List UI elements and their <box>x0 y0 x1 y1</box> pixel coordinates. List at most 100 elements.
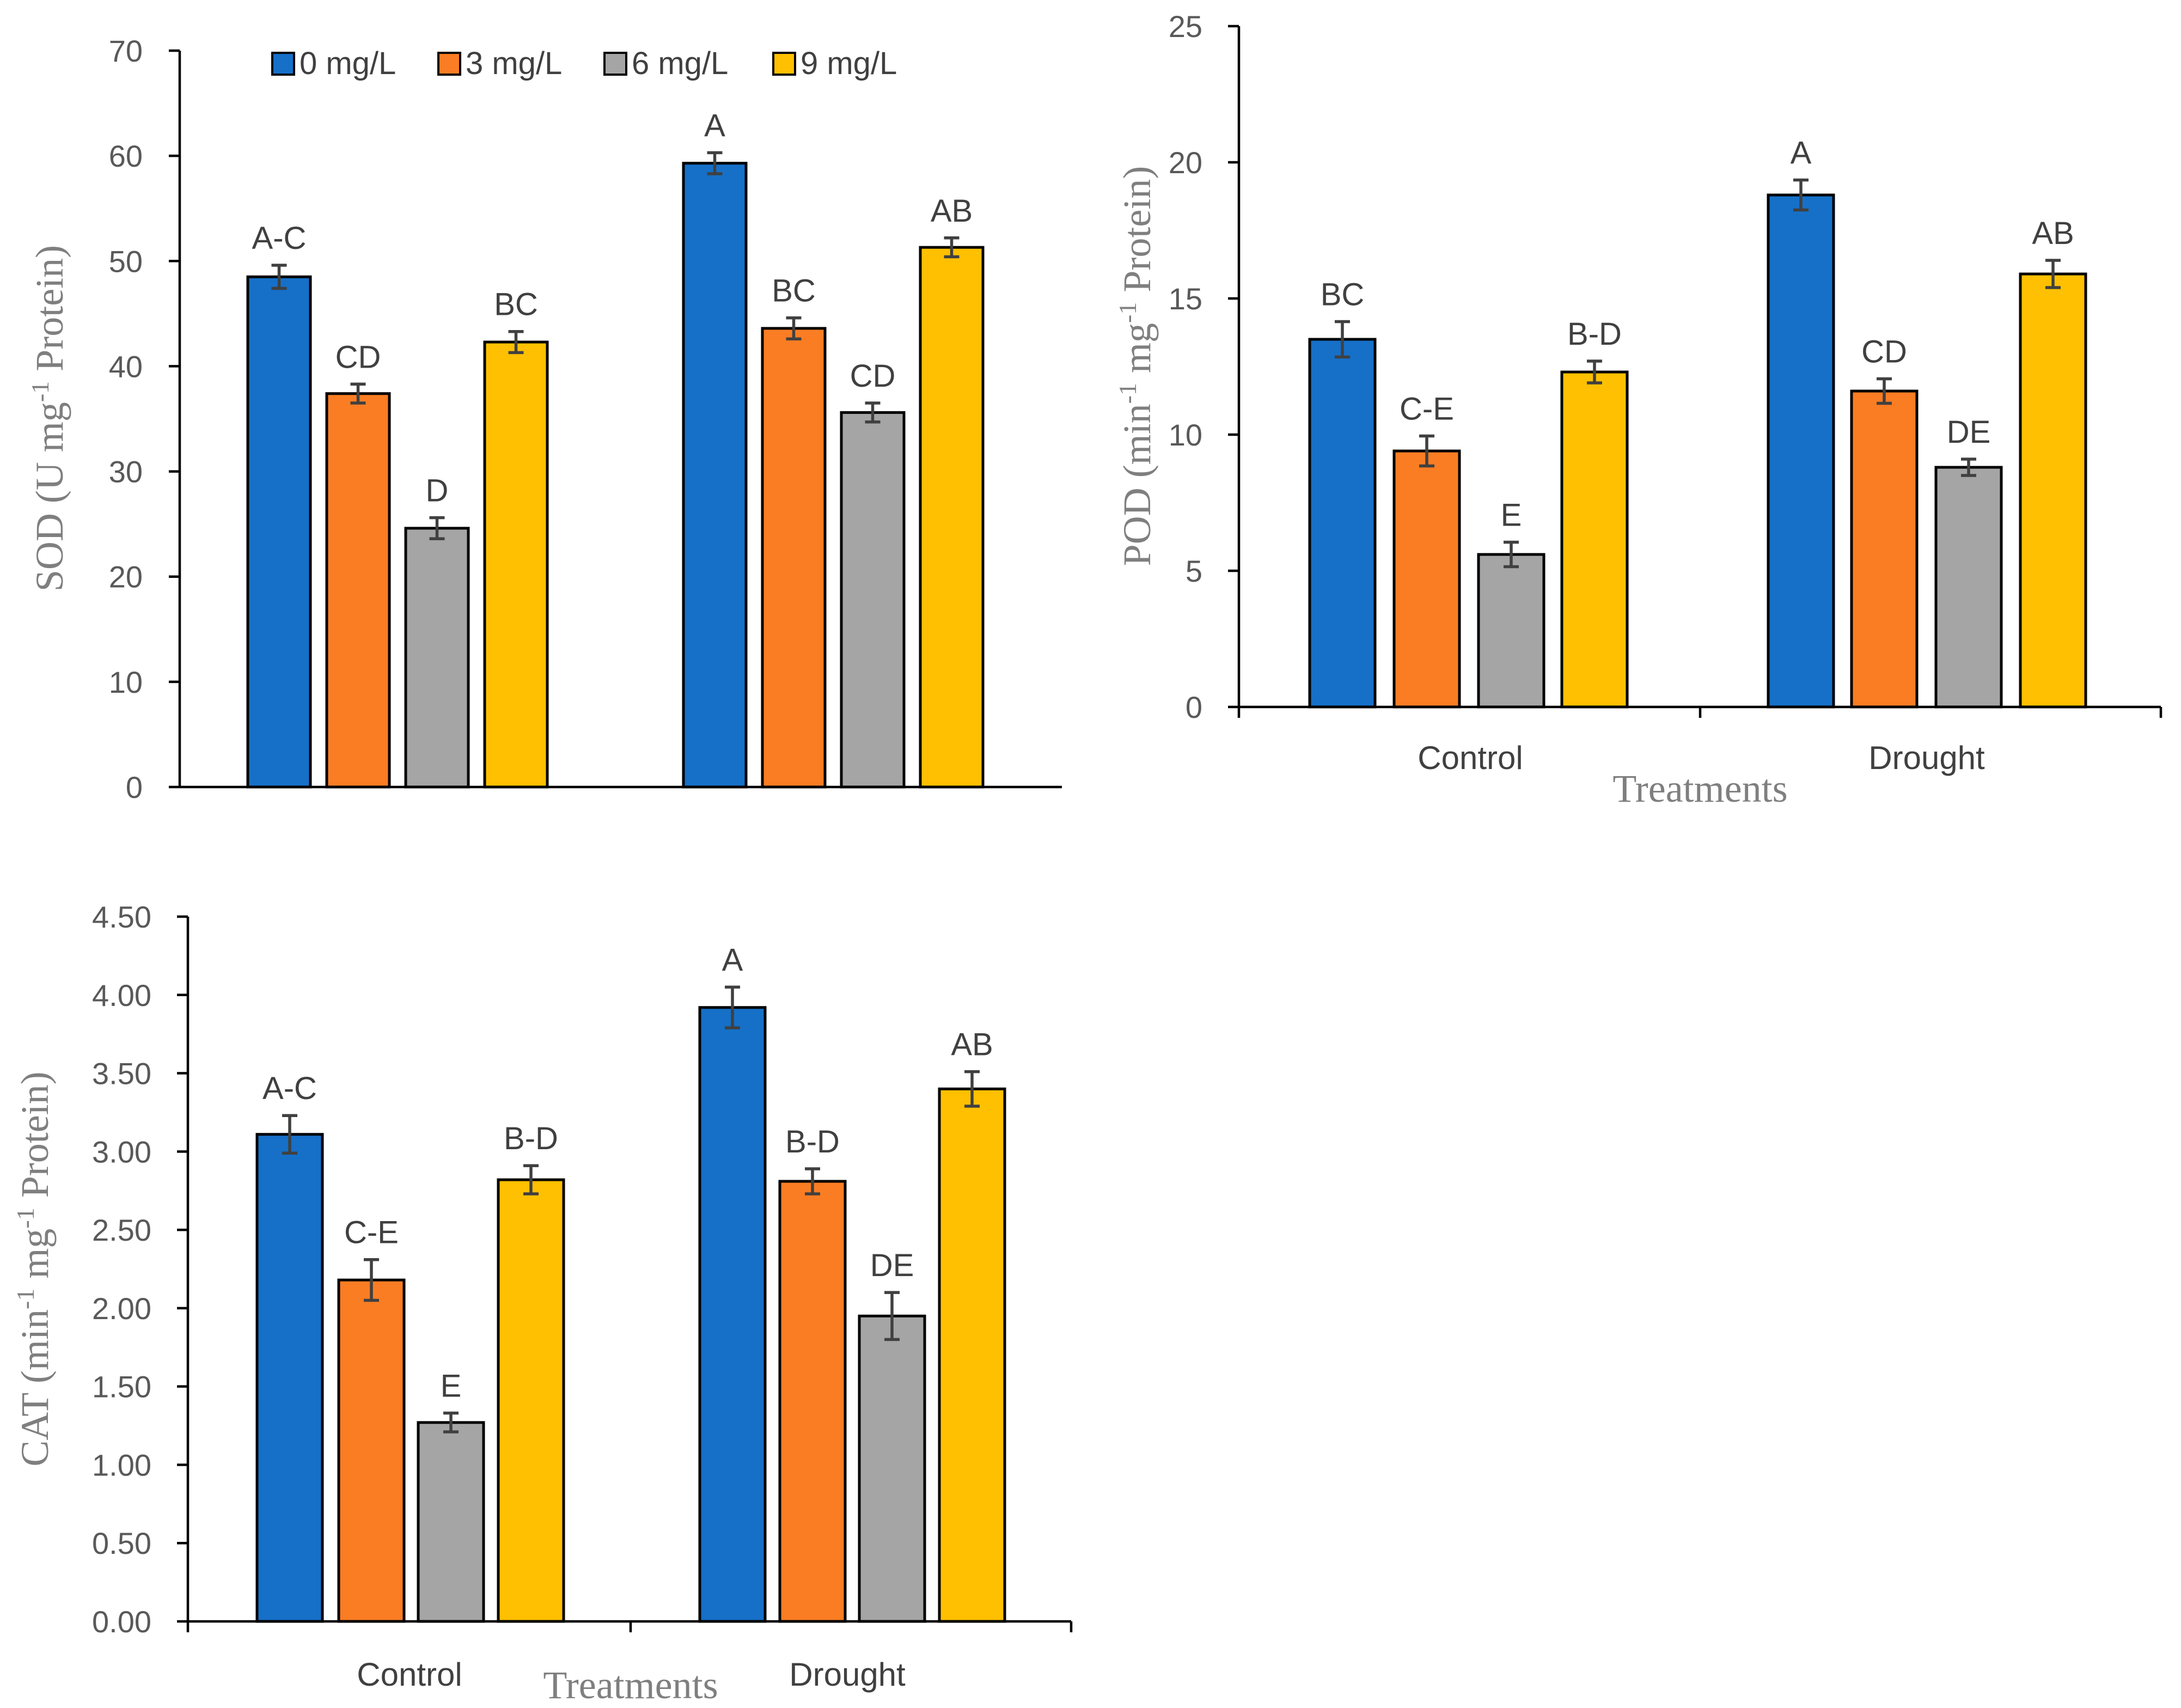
y-tick-label: 30 <box>109 455 143 489</box>
bar-6mgl <box>1477 553 1545 709</box>
cat-chart: 0.00 0.50 1.00 1.50 2.00 2.50 3.00 3.50 4.00 4.50… <box>11 900 1073 1707</box>
bar-0mgl <box>1308 338 1377 709</box>
bar-0mgl <box>1767 193 1835 709</box>
legend: 0 mg/L 3 mg/L 6 mg/L 9 mg/L <box>271 46 897 81</box>
y-tick-label: 4.50 <box>92 900 151 934</box>
y-tick-label: 15 <box>1169 282 1202 316</box>
bar-6mgl <box>1934 466 2003 709</box>
y-tick-label: 1.00 <box>92 1448 151 1482</box>
legend-label: 6 mg/L <box>632 46 728 81</box>
significance-letter: BC <box>772 273 816 309</box>
bar-3mgl <box>1392 449 1461 709</box>
y-tick-label: 3.00 <box>92 1134 151 1169</box>
legend-label: 0 mg/L <box>300 46 396 81</box>
y-axis-title: POD (min-1 mg-1 Protein) <box>1114 166 1159 566</box>
bar-3mgl <box>337 1278 406 1623</box>
x-axis-title: Treatments <box>543 1663 718 1707</box>
y-axis-title-sup2: -1 <box>11 1207 39 1228</box>
bar-6mgl <box>404 527 470 789</box>
x-axis-title: Treatments <box>1612 767 1787 810</box>
y-tick-label: 10 <box>109 665 143 699</box>
significance-letter: BC <box>1321 277 1365 313</box>
bar-9mgl <box>1560 370 1629 709</box>
y-tick-label: 25 <box>1169 9 1202 44</box>
bar-9mgl <box>938 1087 1006 1623</box>
y-axis-title-pre: CAT (min <box>13 1309 57 1467</box>
y-axis-title-sup2: -1 <box>1114 302 1141 323</box>
pod-chart: 0 5 10 15 20 25 Control Drought BC A C-E CD E DE B-D AB… <box>1114 9 2162 810</box>
bar-0mgl <box>698 1006 767 1623</box>
significance-letter: CD <box>1861 334 1907 370</box>
significance-letter: A-C <box>262 1071 317 1106</box>
y-axis-title-post: Protein) <box>13 1071 57 1207</box>
sod-chart: 0 10 20 30 40 50 60 70 A-C A CD BC D CD BC AB SOD (U mg-… <box>26 34 1062 804</box>
y-tick-label: 2.50 <box>92 1213 151 1247</box>
significance-letter: A <box>704 108 725 143</box>
y-axis-title-sup: -1 <box>11 1289 39 1309</box>
significance-letter: A <box>722 942 743 978</box>
bar-0mgl <box>255 1133 324 1623</box>
y-axis-title: CAT (min-1 mg-1 Protein) <box>11 1071 57 1466</box>
significance-letter: A <box>1791 136 1812 171</box>
y-tick-label: 0.00 <box>92 1605 151 1639</box>
bar-3mgl <box>325 392 391 789</box>
y-tick-label: 60 <box>109 139 143 173</box>
y-axis-title-post: Protein) <box>28 245 71 381</box>
x-category-label: Drought <box>1868 740 1985 776</box>
y-tick-label: 40 <box>109 349 143 383</box>
significance-letter: AB <box>951 1027 993 1063</box>
significance-letter: E <box>1501 498 1522 533</box>
legend-swatch-0mgl <box>271 52 295 76</box>
y-tick-label: 0 <box>1186 690 1202 724</box>
y-axis-title-sup: -1 <box>26 381 54 402</box>
y-axis-title-pre: SOD (U mg <box>28 402 71 591</box>
significance-letter: E <box>441 1369 462 1404</box>
y-tick-label: 10 <box>1169 418 1202 452</box>
significance-letter: B-D <box>504 1121 558 1156</box>
bar-3mgl <box>778 1180 847 1623</box>
bar-6mgl <box>840 411 906 789</box>
y-tick-label: 0.50 <box>92 1526 151 1560</box>
bar-9mgl <box>919 246 985 789</box>
bar-9mgl <box>483 340 549 789</box>
y-axis-title-mid: mg <box>1115 323 1159 383</box>
legend-swatch-3mgl <box>437 52 461 76</box>
bar-9mgl <box>2019 272 2087 709</box>
significance-letter: A-C <box>252 221 307 256</box>
y-tick-label: 20 <box>1169 145 1202 180</box>
significance-letter: CD <box>850 358 896 394</box>
bar-6mgl <box>858 1314 926 1623</box>
significance-letter: B-D <box>1567 316 1622 352</box>
significance-letter: AB <box>2032 216 2074 251</box>
y-tick-label: 50 <box>109 244 143 278</box>
significance-letter: DE <box>1947 414 1991 450</box>
y-tick-label: 1.50 <box>92 1370 151 1404</box>
y-axis-title-pre: POD (min <box>1115 404 1159 566</box>
y-tick-label: 70 <box>109 34 143 68</box>
legend-label: 3 mg/L <box>466 46 562 81</box>
bar-3mgl <box>761 327 827 789</box>
significance-letter: DE <box>870 1248 914 1283</box>
bar-6mgl <box>417 1421 485 1623</box>
x-category-label: Drought <box>789 1656 906 1693</box>
legend-swatch-9mgl <box>772 52 796 76</box>
significance-letter: CD <box>335 339 381 375</box>
y-tick-label: 20 <box>109 560 143 594</box>
significance-letter: AB <box>931 193 973 229</box>
x-category-label: Control <box>357 1656 462 1693</box>
x-category-label: Control <box>1418 740 1523 776</box>
y-tick-label: 0 <box>126 770 143 804</box>
significance-letter: D <box>426 473 449 509</box>
bar-9mgl <box>497 1178 565 1623</box>
y-tick-label: 3.50 <box>92 1057 151 1091</box>
significance-letter: C-E <box>344 1215 399 1250</box>
significance-letter: BC <box>494 287 538 322</box>
bar-0mgl <box>682 162 748 789</box>
bar-3mgl <box>1850 389 1919 709</box>
significance-letter: C-E <box>1400 392 1454 427</box>
significance-letter: B-D <box>785 1124 840 1160</box>
y-axis-title-sup: -1 <box>1114 383 1141 404</box>
legend-swatch-6mgl <box>603 52 627 76</box>
y-tick-label: 2.00 <box>92 1291 151 1326</box>
